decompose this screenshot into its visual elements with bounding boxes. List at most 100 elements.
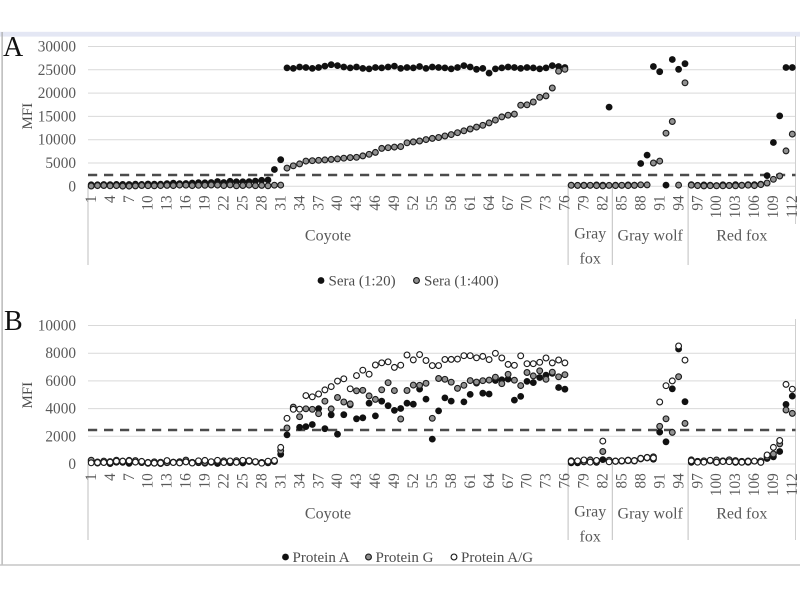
svg-text:97: 97 [689, 195, 706, 211]
svg-text:28: 28 [253, 473, 270, 489]
svg-text:34: 34 [291, 473, 308, 489]
svg-text:40: 40 [329, 473, 346, 489]
svg-text:7: 7 [121, 195, 138, 203]
svg-text:28: 28 [253, 195, 270, 211]
svg-text:91: 91 [651, 473, 668, 488]
svg-text:4: 4 [102, 195, 119, 203]
svg-text:10: 10 [140, 473, 157, 489]
svg-text:85: 85 [614, 195, 631, 211]
svg-text:58: 58 [443, 473, 460, 489]
svg-text:13: 13 [159, 473, 176, 489]
svg-text:Sera (1:20): Sera (1:20) [329, 274, 396, 290]
svg-text:MFI: MFI [20, 382, 36, 409]
svg-text:34: 34 [291, 195, 308, 211]
svg-text:Protein A/G: Protein A/G [461, 550, 533, 566]
svg-text:100: 100 [708, 195, 725, 218]
svg-text:112: 112 [784, 473, 800, 495]
svg-text:100: 100 [708, 473, 725, 496]
svg-text:88: 88 [632, 473, 649, 489]
svg-text:91: 91 [651, 195, 668, 210]
svg-text:22: 22 [216, 195, 233, 210]
svg-text:16: 16 [178, 473, 195, 489]
svg-text:73: 73 [538, 473, 555, 489]
svg-text:0: 0 [68, 456, 76, 473]
svg-text:0: 0 [68, 178, 76, 195]
svg-text:49: 49 [386, 473, 403, 489]
svg-text:31: 31 [272, 473, 289, 488]
svg-text:5000: 5000 [45, 155, 76, 172]
svg-text:73: 73 [538, 195, 555, 211]
svg-text:2000: 2000 [45, 428, 76, 445]
svg-text:61: 61 [462, 195, 479, 210]
svg-text:64: 64 [481, 473, 498, 489]
svg-text:82: 82 [595, 195, 612, 210]
svg-text:A: A [3, 32, 24, 63]
svg-text:49: 49 [386, 195, 403, 211]
svg-text:58: 58 [443, 195, 460, 211]
svg-text:112: 112 [784, 195, 800, 217]
svg-text:8000: 8000 [45, 345, 76, 362]
svg-text:4000: 4000 [45, 401, 76, 418]
svg-text:Gray: Gray [574, 504, 606, 521]
svg-text:79: 79 [576, 195, 593, 211]
svg-text:82: 82 [595, 473, 612, 488]
svg-text:10000: 10000 [38, 318, 77, 335]
svg-text:10000: 10000 [38, 132, 77, 149]
svg-text:97: 97 [689, 473, 706, 489]
svg-text:30000: 30000 [38, 39, 77, 56]
svg-text:70: 70 [519, 473, 536, 489]
svg-text:Gray wolf: Gray wolf [618, 506, 684, 523]
svg-text:31: 31 [272, 195, 289, 210]
svg-text:25000: 25000 [38, 62, 77, 79]
svg-text:106: 106 [746, 195, 763, 218]
svg-text:94: 94 [670, 195, 687, 211]
svg-text:Coyote: Coyote [305, 506, 351, 523]
svg-text:79: 79 [576, 473, 593, 489]
svg-text:55: 55 [424, 473, 441, 489]
svg-text:Coyote: Coyote [305, 228, 351, 245]
svg-text:43: 43 [348, 473, 365, 489]
svg-text:106: 106 [746, 473, 763, 496]
svg-text:4: 4 [102, 473, 119, 481]
svg-text:15000: 15000 [38, 108, 77, 125]
svg-text:70: 70 [519, 195, 536, 211]
svg-text:61: 61 [462, 473, 479, 488]
svg-text:20000: 20000 [38, 85, 77, 102]
svg-text:Gray: Gray [574, 226, 606, 243]
svg-text:1: 1 [83, 195, 100, 203]
svg-text:109: 109 [765, 195, 782, 218]
svg-text:19: 19 [197, 473, 214, 489]
svg-text:19: 19 [197, 195, 214, 211]
svg-text:52: 52 [405, 473, 422, 488]
svg-text:109: 109 [765, 473, 782, 496]
svg-text:Sera (1:400): Sera (1:400) [424, 274, 499, 290]
svg-text:22: 22 [216, 473, 233, 488]
svg-text:25: 25 [235, 195, 252, 211]
svg-text:fox: fox [580, 251, 601, 268]
svg-text:67: 67 [500, 473, 517, 489]
svg-text:10: 10 [140, 195, 157, 211]
svg-text:Gray wolf: Gray wolf [618, 228, 684, 245]
svg-text:76: 76 [557, 473, 574, 489]
svg-text:67: 67 [500, 195, 517, 211]
svg-text:103: 103 [727, 473, 744, 496]
svg-text:43: 43 [348, 195, 365, 211]
svg-text:103: 103 [727, 195, 744, 218]
svg-text:13: 13 [159, 195, 176, 211]
svg-text:88: 88 [632, 195, 649, 211]
svg-text:40: 40 [329, 195, 346, 211]
svg-text:MFI: MFI [20, 103, 36, 130]
svg-text:76: 76 [557, 195, 574, 211]
svg-text:55: 55 [424, 195, 441, 211]
svg-text:85: 85 [614, 473, 631, 489]
svg-text:7: 7 [121, 473, 138, 481]
svg-text:25: 25 [235, 473, 252, 489]
svg-text:16: 16 [178, 195, 195, 211]
svg-text:1: 1 [83, 473, 100, 481]
svg-text:64: 64 [481, 195, 498, 211]
svg-text:52: 52 [405, 195, 422, 210]
svg-text:46: 46 [367, 195, 384, 211]
svg-text:Red fox: Red fox [716, 228, 767, 245]
svg-text:B: B [4, 306, 23, 337]
svg-text:37: 37 [310, 473, 327, 489]
